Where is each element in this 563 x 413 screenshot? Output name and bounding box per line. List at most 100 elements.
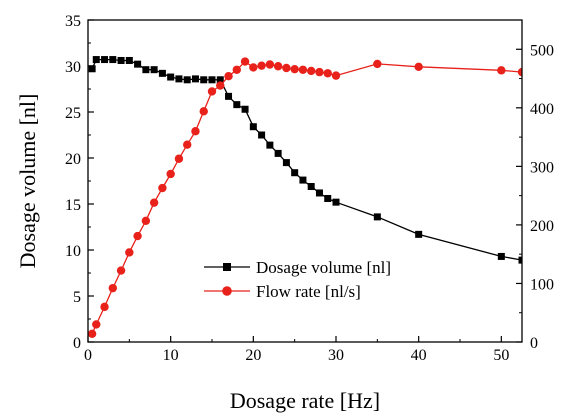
data-point [116, 266, 126, 275]
data-point [167, 73, 175, 81]
data-point [92, 56, 100, 64]
data-point [125, 56, 133, 64]
data-point [241, 105, 249, 113]
data-point [299, 176, 307, 184]
data-point [207, 87, 217, 96]
data-point [331, 71, 341, 80]
data-point [141, 216, 151, 226]
data-point [134, 60, 142, 68]
series-dosage-volume [88, 56, 522, 264]
data-point [282, 159, 290, 167]
data-point [373, 213, 381, 221]
data-point [298, 65, 308, 74]
data-point [415, 230, 423, 238]
x-tick-label: 30 [328, 347, 344, 364]
y-tick-label: 35 [65, 13, 81, 30]
series-flow-rate [88, 57, 522, 339]
data-point [323, 69, 332, 78]
x-axis-title: Dosage rate [Hz] [230, 388, 380, 413]
data-point [216, 81, 225, 90]
legend: Dosage volume [nl] Flow rate [nl/s] [204, 258, 391, 301]
data-point [224, 72, 233, 81]
x-tick-label: 20 [245, 347, 261, 364]
data-point [274, 149, 282, 157]
series-layer [88, 56, 522, 339]
data-point [208, 76, 216, 84]
y-tick-label: 20 [65, 151, 81, 168]
data-point [101, 56, 109, 64]
x-tick-label: 50 [493, 347, 509, 364]
y2-tick-label: 0 [530, 335, 538, 352]
data-point [108, 283, 118, 293]
data-point [88, 329, 97, 339]
data-point [100, 302, 109, 312]
data-point [133, 231, 142, 241]
data-point [233, 101, 241, 109]
y2-tick-label: 500 [530, 42, 554, 59]
legend-label-dosage-volume: Dosage volume [nl] [256, 258, 391, 277]
data-point [249, 63, 258, 72]
data-point [199, 107, 208, 116]
y-tick-label: 25 [65, 105, 81, 122]
legend-marker-flow-rate [222, 286, 232, 296]
data-point [324, 194, 332, 202]
data-point [517, 67, 522, 77]
data-point [158, 183, 167, 193]
data-point [273, 62, 283, 71]
data-point [191, 75, 199, 83]
data-point [249, 123, 257, 131]
data-point [265, 60, 275, 69]
data-point [158, 69, 166, 77]
data-point [175, 75, 183, 83]
data-point [88, 65, 96, 73]
data-point [174, 154, 184, 163]
data-point [166, 169, 175, 179]
data-point [142, 66, 150, 74]
data-point [191, 127, 200, 136]
x-tick-label: 10 [163, 347, 179, 364]
data-point [332, 198, 340, 206]
data-point [290, 64, 299, 74]
x-tick-label: 40 [411, 347, 427, 364]
y2-tick-label: 300 [530, 159, 554, 176]
data-point [307, 183, 315, 191]
data-point [200, 76, 208, 84]
y2-tick-label: 200 [530, 218, 554, 235]
data-point [257, 61, 266, 70]
data-point [225, 92, 233, 100]
data-point [109, 56, 117, 64]
data-point [373, 59, 382, 69]
data-point [315, 67, 324, 77]
legend-label-flow-rate: Flow rate [nl/s] [256, 282, 361, 301]
y2-tick-label: 400 [530, 101, 554, 118]
data-point [315, 189, 323, 197]
data-point [240, 57, 250, 66]
data-point [266, 141, 274, 149]
data-point [497, 252, 505, 260]
plot-frame [87, 19, 523, 343]
data-point [497, 66, 506, 75]
y-axis-title: Dosage volume [nl] [15, 94, 40, 269]
data-point [150, 66, 158, 74]
data-point [183, 140, 192, 149]
y-tick-label: 5 [73, 289, 81, 306]
x-tick-label: 0 [84, 347, 92, 364]
data-point [232, 65, 241, 74]
data-point [92, 320, 101, 329]
y-tick-label: 0 [73, 335, 81, 352]
data-point [282, 63, 291, 73]
data-point [183, 76, 191, 84]
data-point [117, 56, 125, 64]
data-point [291, 169, 299, 177]
data-point [258, 131, 266, 139]
y-tick-label: 10 [65, 243, 81, 260]
y-tick-label: 15 [65, 197, 81, 214]
data-point [125, 248, 134, 257]
y-tick-label: 30 [65, 59, 81, 76]
data-point [307, 66, 316, 76]
data-point [216, 76, 224, 84]
data-point [414, 62, 423, 72]
series-line [91, 58, 522, 261]
tick-labels: 0 10 20 30 40 5005101520253035010020030040050… [65, 13, 554, 364]
